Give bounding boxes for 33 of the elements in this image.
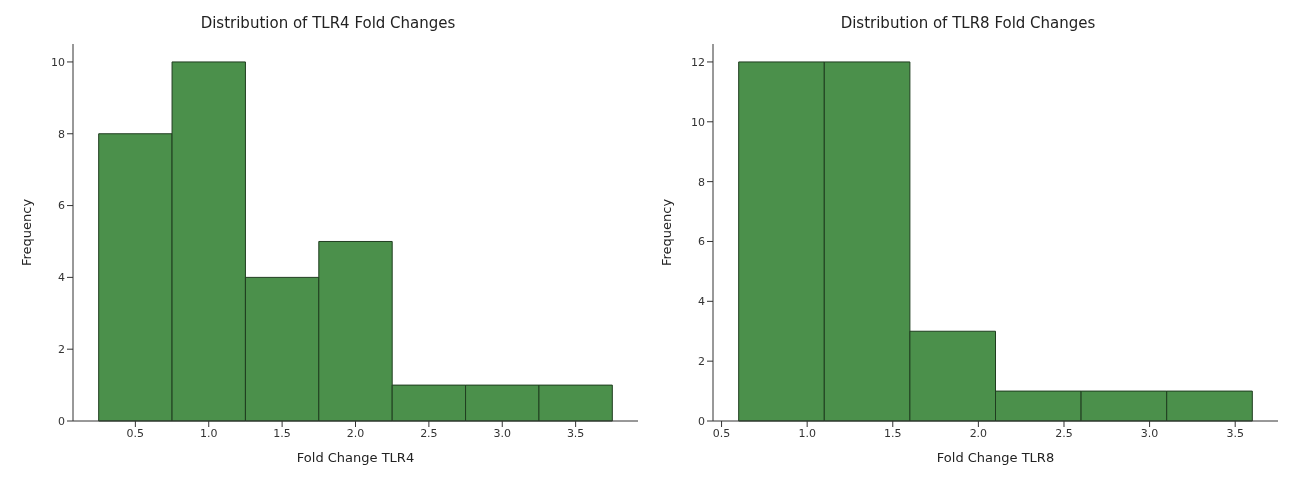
y-tick-label: 2 [698,355,705,369]
x-tick-label: 3.0 [493,426,511,440]
y-tick-label: 8 [58,127,65,141]
x-tick-label: 1.0 [798,426,816,440]
y-tick-label: 0 [698,414,705,428]
y-axis-title: Frequency [18,198,34,267]
x-tick-label: 0.5 [126,426,145,440]
y-tick-label: 4 [58,271,65,285]
x-axis-title: Fold Change TLR4 [296,450,415,465]
x-tick-label: 2.5 [1055,426,1073,440]
y-tick-label: 10 [51,55,65,69]
x-tick-label: 2.0 [969,426,988,440]
x-tick-label: 0.5 [712,426,731,440]
x-tick-label: 2.0 [346,426,365,440]
y-tick-label: 10 [691,115,705,129]
x-tick-label: 3.5 [566,426,585,440]
chart-title: Distribution of TLR4 Fold Changes [199,14,457,34]
y-tick-label: 6 [698,235,705,249]
chart-title: Distribution of TLR8 Fold Changes [839,14,1097,34]
x-tick-label: 2.5 [420,426,438,440]
x-tick-label: 1.5 [273,426,291,440]
x-tick-label: 3.5 [1226,426,1244,440]
y-axis-title: Frequency [658,198,674,267]
y-tick-label: 0 [58,414,65,428]
y-tick-label: 4 [698,295,705,309]
y-tick-label: 8 [698,175,705,189]
y-tick-label: 12 [691,55,705,69]
x-tick-label: 1.0 [200,426,218,440]
x-tick-label: 3.0 [1140,426,1159,440]
x-tick-label: 1.5 [884,426,902,440]
y-tick-label: 2 [58,343,65,357]
y-tick-label: 6 [58,199,65,213]
x-axis-title: Fold Change TLR8 [936,450,1055,465]
